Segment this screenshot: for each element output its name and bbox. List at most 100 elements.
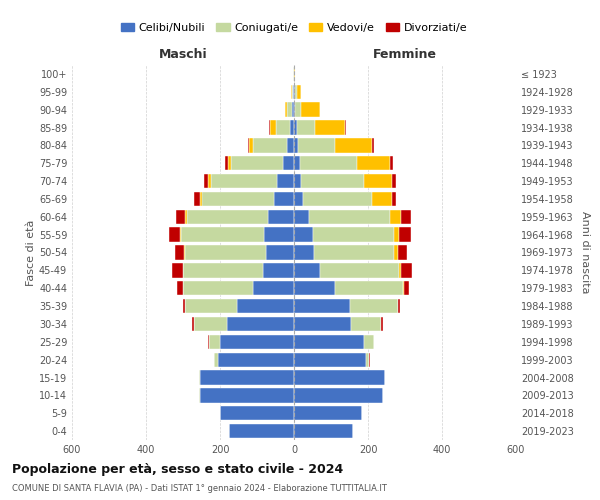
Legend: Celibi/Nubili, Coniugati/e, Vedovi/e, Divorziati/e: Celibi/Nubili, Coniugati/e, Vedovi/e, Di… [116, 18, 472, 37]
Y-axis label: Anni di nascita: Anni di nascita [580, 211, 590, 294]
Bar [176, 210, 185, 224]
Bar [220, 334, 294, 349]
Bar [199, 370, 200, 384]
Bar [313, 228, 394, 242]
Bar [283, 156, 294, 170]
Bar [294, 156, 299, 170]
Bar [335, 138, 372, 152]
Bar [169, 228, 179, 242]
Bar [294, 352, 366, 367]
Bar [266, 246, 294, 260]
Bar [225, 156, 228, 170]
Bar [352, 317, 381, 331]
Bar [294, 281, 335, 295]
Bar [294, 246, 314, 260]
Bar [194, 192, 200, 206]
Bar [294, 138, 298, 152]
Bar [248, 138, 249, 152]
Bar [181, 228, 265, 242]
Bar [349, 299, 398, 313]
Bar [204, 174, 208, 188]
Bar [357, 156, 390, 170]
Bar [177, 281, 182, 295]
Bar [382, 317, 383, 331]
Bar [301, 102, 320, 117]
Bar [287, 138, 294, 152]
Bar [208, 334, 209, 349]
Bar [294, 174, 301, 188]
Bar [298, 138, 335, 152]
Bar [301, 174, 364, 188]
Bar [185, 299, 236, 313]
Bar [211, 174, 277, 188]
Bar [183, 281, 253, 295]
Bar [295, 84, 296, 99]
Bar [403, 281, 404, 295]
Bar [268, 210, 294, 224]
Bar [392, 174, 396, 188]
Bar [228, 156, 231, 170]
Bar [294, 192, 303, 206]
Y-axis label: Fasce di età: Fasce di età [26, 220, 36, 286]
Bar [364, 334, 374, 349]
Bar [293, 84, 294, 99]
Bar [253, 281, 294, 295]
Bar [294, 102, 295, 117]
Bar [303, 192, 372, 206]
Bar [366, 352, 369, 367]
Bar [194, 317, 227, 331]
Bar [364, 174, 392, 188]
Bar [297, 120, 316, 134]
Bar [335, 281, 403, 295]
Bar [214, 352, 218, 367]
Bar [294, 228, 313, 242]
Text: Popolazione per età, sesso e stato civile - 2024: Popolazione per età, sesso e stato civil… [12, 462, 343, 475]
Bar [231, 156, 283, 170]
Bar [263, 263, 294, 278]
Text: Femmine: Femmine [373, 48, 437, 62]
Bar [390, 210, 401, 224]
Bar [183, 263, 263, 278]
Bar [236, 299, 294, 313]
Bar [274, 192, 294, 206]
Bar [392, 192, 397, 206]
Bar [316, 120, 345, 134]
Bar [175, 246, 184, 260]
Bar [192, 317, 194, 331]
Bar [184, 246, 185, 260]
Bar [285, 102, 287, 117]
Bar [277, 174, 294, 188]
Bar [269, 120, 270, 134]
Bar [299, 156, 357, 170]
Text: Maschi: Maschi [158, 48, 208, 62]
Bar [372, 192, 392, 206]
Bar [227, 317, 294, 331]
Bar [294, 84, 295, 99]
Bar [295, 102, 301, 117]
Bar [390, 156, 393, 170]
Bar [290, 120, 294, 134]
Bar [294, 120, 297, 134]
Bar [292, 102, 294, 117]
Bar [172, 263, 182, 278]
Bar [183, 299, 185, 313]
Bar [294, 388, 383, 402]
Bar [320, 263, 400, 278]
Bar [202, 192, 274, 206]
Bar [394, 228, 400, 242]
Bar [185, 210, 187, 224]
Bar [294, 424, 353, 438]
Bar [400, 263, 401, 278]
Bar [208, 174, 211, 188]
Bar [294, 370, 385, 384]
Bar [401, 210, 410, 224]
Bar [270, 120, 275, 134]
Bar [187, 210, 268, 224]
Bar [314, 246, 394, 260]
Bar [292, 84, 293, 99]
Bar [229, 424, 294, 438]
Bar [249, 138, 253, 152]
Bar [400, 228, 410, 242]
Bar [179, 228, 181, 242]
Bar [398, 246, 407, 260]
